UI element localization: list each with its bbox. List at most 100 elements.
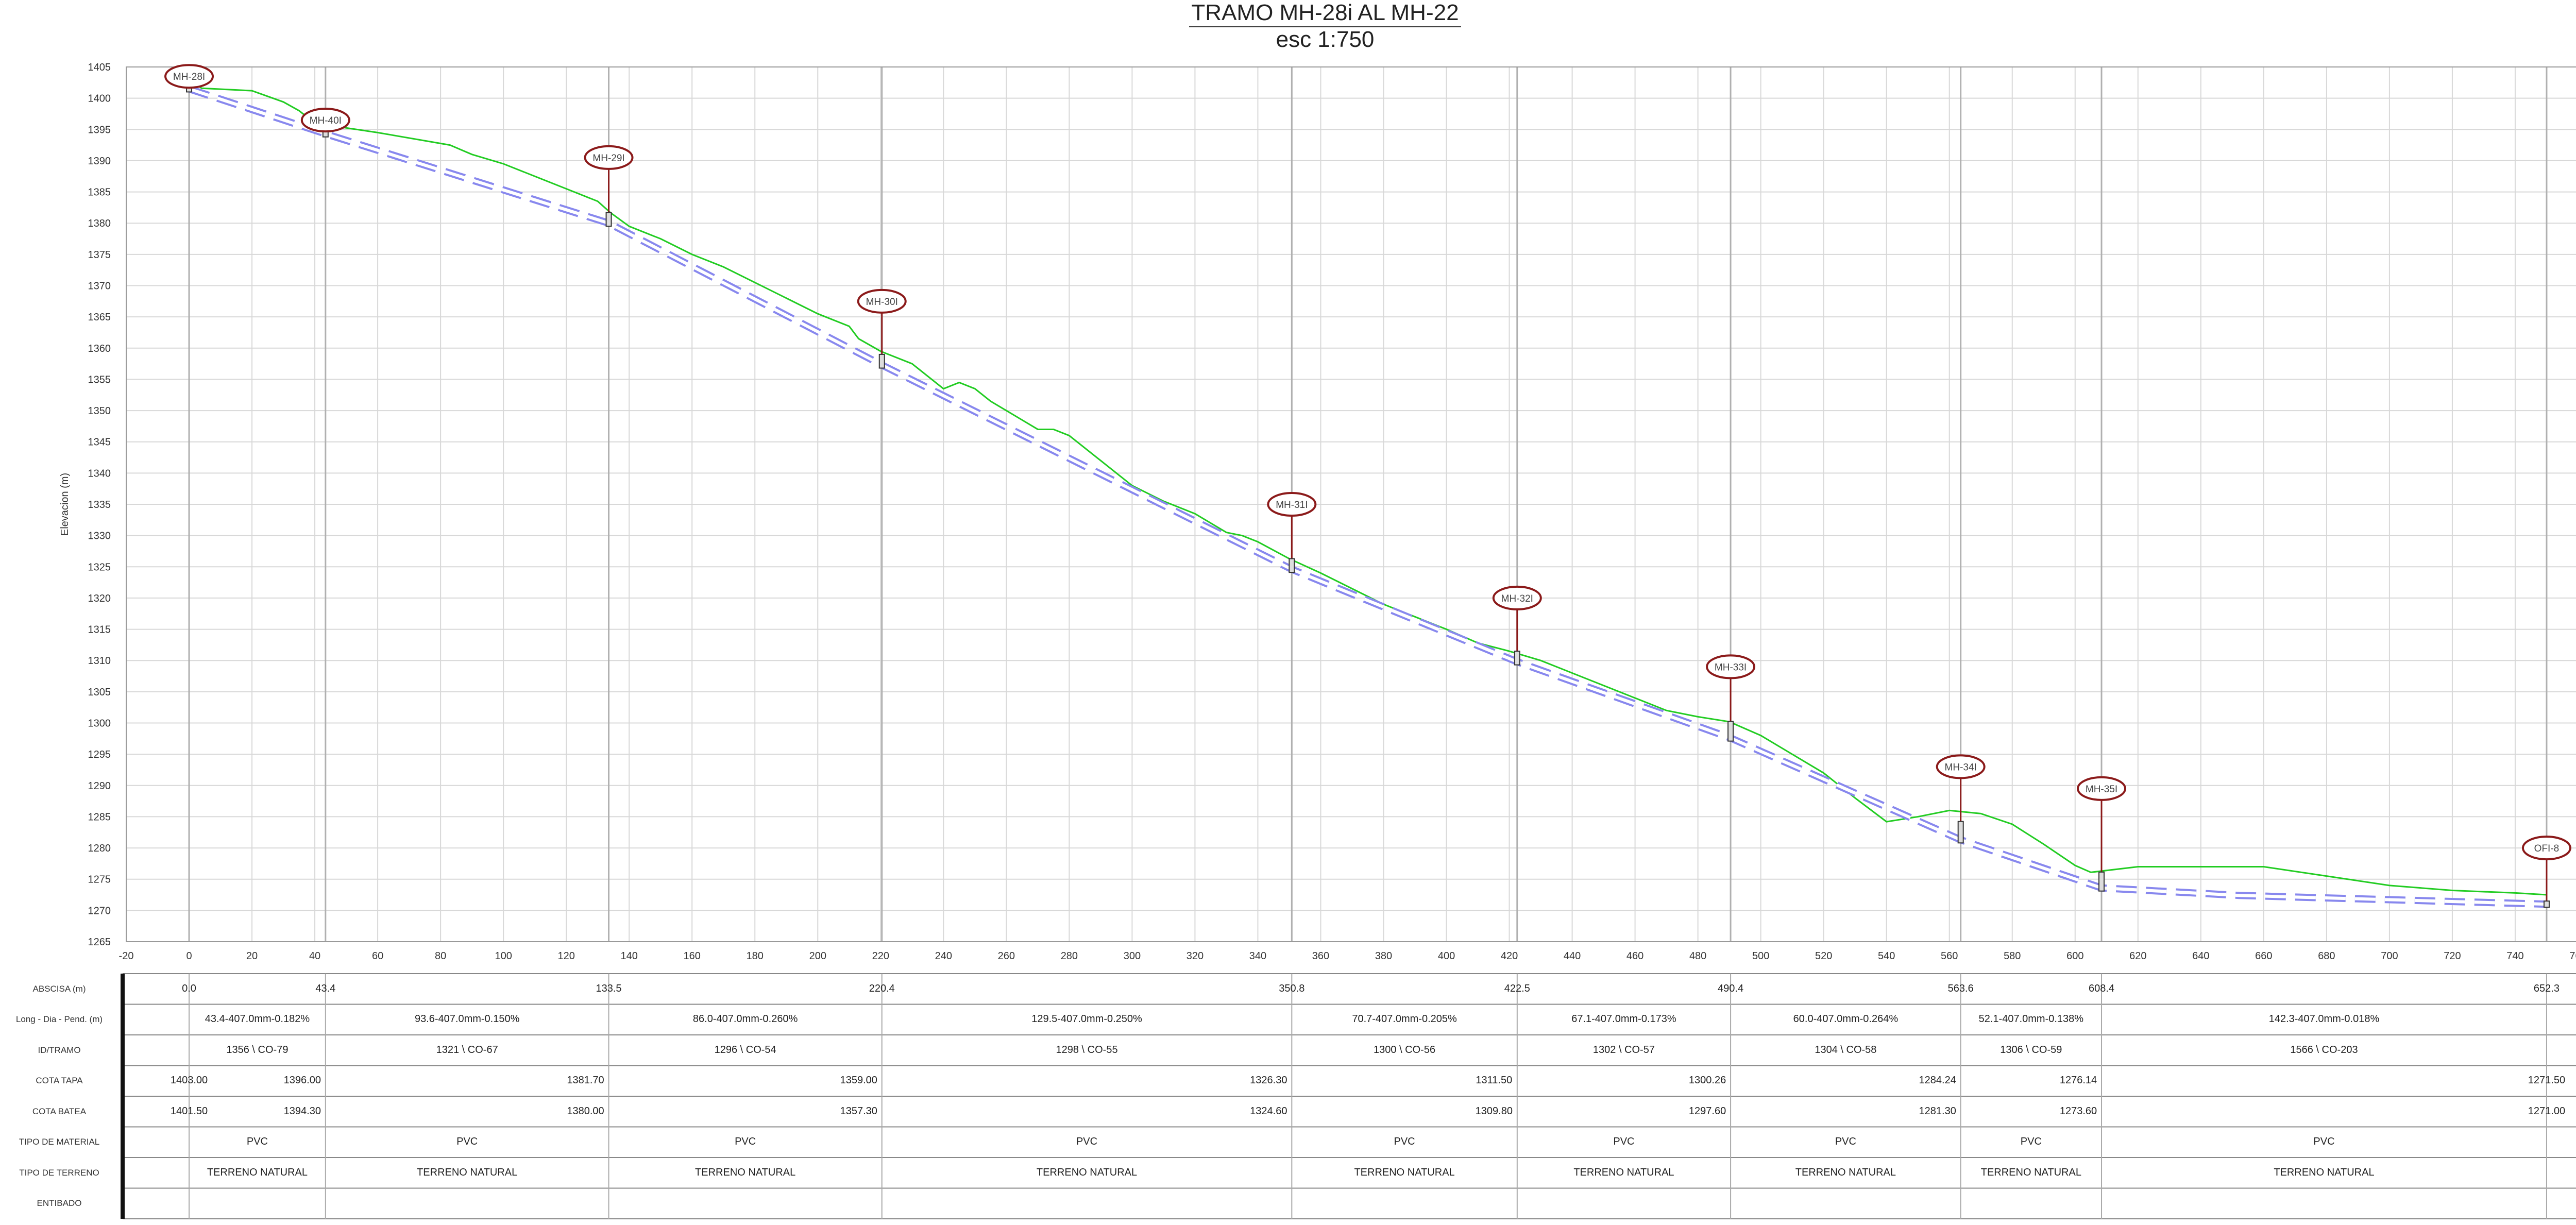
- y-tick-label: 1265: [88, 937, 111, 948]
- axes: -20 0 20 40 60 80 100 120 140 160 180 200 220 240 260 2…: [59, 62, 2576, 962]
- segment-terrain-value: TERRENO NATURAL: [1036, 1166, 1138, 1178]
- profile-table: ABSCISA (m) Long - Dia - Pend. (m) ID/TRAM…: [0, 973, 2576, 1225]
- manhole-structure: [1957, 821, 1964, 844]
- y-tick-label: 1365: [88, 312, 111, 323]
- manhole-label: OFI-8: [2534, 843, 2560, 854]
- cota-batea-value: 1380.00: [567, 1105, 604, 1117]
- y-tick-label: 1310: [88, 655, 111, 667]
- cota-tapa-value: 1359.00: [840, 1075, 877, 1086]
- y-tick-label: 1355: [88, 374, 111, 385]
- y-tick-label: 1405: [88, 62, 111, 73]
- y-tick-label: 1320: [88, 593, 111, 604]
- y-tick-label: 1375: [88, 249, 111, 261]
- manhole-tag: [1267, 492, 1317, 517]
- cota-tapa-value: 1311.50: [1476, 1075, 1513, 1086]
- x-tick-label: 440: [1564, 950, 1581, 962]
- abscisa-value: 350.8: [1279, 982, 1305, 994]
- segment-material-value: PVC: [735, 1136, 756, 1148]
- manhole-structure: [1289, 558, 1295, 573]
- abscisa-value: 422.5: [1504, 982, 1530, 994]
- plot-frame: [126, 66, 2576, 942]
- abscisa-value: 563.6: [1947, 982, 1974, 994]
- y-tick-label: 1395: [88, 124, 111, 135]
- x-tick-label: 100: [495, 950, 512, 962]
- cota-batea-value: 1357.30: [840, 1105, 877, 1117]
- x-tick-label: 140: [621, 950, 638, 962]
- segment-long-value: 86.0-407.0mm-0.260%: [692, 1013, 798, 1025]
- abscisa-value: 490.4: [1718, 982, 1744, 994]
- cota-batea-value: 1309.80: [1475, 1105, 1513, 1117]
- y-tick-label: 1295: [88, 749, 111, 760]
- x-tick-label: 700: [2381, 950, 2398, 962]
- segment-terrain-value: TERRENO NATURAL: [2274, 1166, 2375, 1178]
- y-tick-label: 1280: [88, 843, 111, 854]
- table-row-label: TIPO DE MATERIAL: [19, 1137, 100, 1147]
- x-tick-label: 380: [1375, 950, 1392, 962]
- x-tick-label: 680: [2318, 950, 2335, 962]
- manhole-label: MH-40I: [310, 115, 342, 126]
- y-tick-label: 1350: [88, 405, 111, 417]
- segment-material-value: PVC: [1835, 1136, 1856, 1148]
- manhole-structure: [878, 353, 885, 369]
- abscisa-value: 43.4: [315, 982, 336, 994]
- segment-long-value: 93.6-407.0mm-0.150%: [414, 1013, 520, 1025]
- x-tick-label: 200: [809, 950, 826, 962]
- table-row-label: COTA TAPA: [36, 1076, 83, 1086]
- segment-material-value: PVC: [246, 1136, 268, 1148]
- segment-terrain-value: TERRENO NATURAL: [695, 1166, 796, 1178]
- grid: [126, 66, 2576, 942]
- manhole-label: MH-30I: [866, 297, 898, 308]
- segment-material-value: PVC: [1613, 1136, 1635, 1148]
- y-tick-label: 1335: [88, 499, 111, 511]
- x-tick-label: 400: [1438, 950, 1455, 962]
- chart-title: TRAMO MH-28i AL MH-22: [0, 0, 2576, 27]
- y-tick-label: 1390: [88, 156, 111, 167]
- cota-batea-value: 1401.50: [170, 1105, 208, 1117]
- x-tick-label: 160: [684, 950, 701, 962]
- manhole-tag: [1706, 654, 1756, 679]
- segment-material-value: PVC: [456, 1136, 478, 1148]
- cota-tapa-value: 1403.00: [170, 1075, 208, 1086]
- scale-label: esc 1:750: [1276, 27, 1375, 52]
- table-grid: [121, 973, 2576, 1219]
- manhole-tag: [2521, 836, 2571, 861]
- table-row-label: ABSCISA (m): [32, 983, 86, 994]
- x-tick-label: 360: [1312, 950, 1329, 962]
- x-tick-label: 220: [872, 950, 889, 962]
- abscisa-value: 220.4: [869, 982, 895, 994]
- y-tick-label: 1340: [88, 468, 111, 479]
- x-tick-label: 500: [1752, 950, 1769, 962]
- cota-tapa-value: 1381.70: [567, 1075, 604, 1086]
- x-tick-label: 320: [1187, 950, 1204, 962]
- cota-tapa-value: 1271.50: [2528, 1075, 2566, 1086]
- table-row-label: TIPO DE TERRENO: [19, 1167, 99, 1178]
- manholes: MH-28I MH-40I MH-29I MH-30I MH-31I MH-32I MH-3…: [164, 64, 2571, 908]
- x-tick-label: 260: [998, 950, 1015, 962]
- abscisa-value: 0.0: [182, 982, 196, 994]
- y-tick-label: 1300: [88, 718, 111, 729]
- manhole-tag: [2077, 776, 2127, 801]
- manhole-label: MH-28I: [173, 72, 205, 82]
- x-tick-label: 580: [2004, 950, 2021, 962]
- x-tick-label: 180: [747, 950, 764, 962]
- x-tick-label: 340: [1249, 950, 1266, 962]
- table-row-label: Long - Dia - Pend. (m): [15, 1014, 103, 1025]
- segment-id-value: 1300 \ CO-56: [1374, 1044, 1436, 1056]
- x-tick-label: 20: [246, 950, 258, 962]
- pipe-line-core: [189, 87, 2547, 906]
- x-tick-label: 540: [1878, 950, 1895, 962]
- manhole-tag: [857, 288, 907, 314]
- segment-id-value: 1302 \ CO-57: [1592, 1044, 1655, 1056]
- table-row-label: COTA BATEA: [32, 1106, 87, 1116]
- y-tick-label: 1385: [88, 187, 111, 198]
- y-tick-label: 1400: [88, 93, 111, 105]
- segment-id-value: 1566 \ CO-203: [2290, 1044, 2358, 1056]
- y-tick-label: 1325: [88, 562, 111, 573]
- segment-material-value: PVC: [2313, 1136, 2335, 1148]
- profile-chart: -20 0 20 40 60 80 100 120 140 160 180 200 220 240 260 2…: [59, 62, 2576, 962]
- x-tick-label: 520: [1815, 950, 1832, 962]
- segment-id-value: 1298 \ CO-55: [1056, 1044, 1118, 1056]
- manhole-label: MH-33I: [1715, 662, 1747, 673]
- segment-material-value: PVC: [1394, 1136, 1415, 1148]
- table-row-label: ID/TRAMO: [38, 1045, 81, 1055]
